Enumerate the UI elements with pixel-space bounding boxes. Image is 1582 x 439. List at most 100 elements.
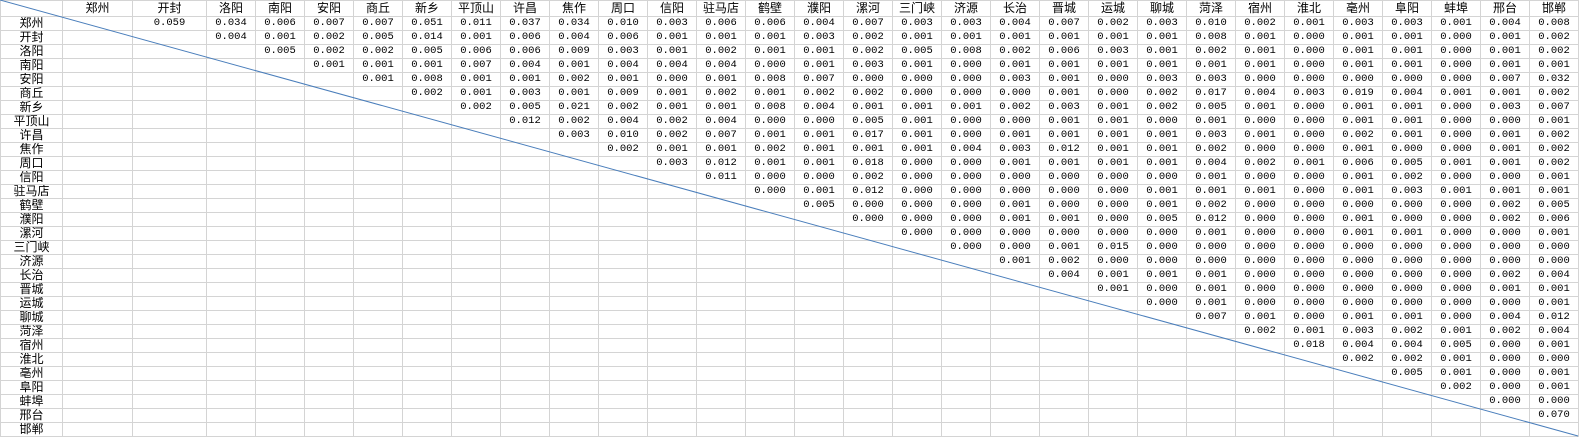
cell[interactable]: 0.001 — [892, 58, 942, 73]
cell[interactable] — [1186, 380, 1236, 395]
cell[interactable]: 0.000 — [892, 198, 942, 213]
cell[interactable]: 0.000 — [1480, 380, 1530, 395]
cell[interactable] — [549, 142, 599, 157]
cell[interactable]: 0.000 — [794, 114, 844, 129]
cell[interactable] — [206, 184, 256, 199]
cell[interactable]: 0.001 — [353, 58, 403, 73]
cell[interactable] — [255, 422, 305, 437]
cell[interactable]: 0.003 — [647, 16, 697, 31]
cell[interactable] — [451, 408, 501, 423]
cell[interactable] — [598, 352, 648, 367]
cell[interactable] — [941, 310, 991, 325]
row-header[interactable]: 邢台 — [0, 408, 63, 423]
cell[interactable] — [745, 226, 795, 241]
cell[interactable] — [255, 408, 305, 423]
cell[interactable] — [132, 380, 207, 395]
cell[interactable] — [990, 352, 1040, 367]
cell[interactable] — [304, 226, 354, 241]
cell[interactable] — [62, 380, 133, 395]
cell[interactable]: 0.001 — [1480, 142, 1530, 157]
cell[interactable]: 0.001 — [1382, 128, 1432, 143]
cell[interactable]: 0.001 — [1039, 58, 1089, 73]
column-header[interactable]: 驻马店 — [696, 0, 746, 17]
cell[interactable]: 0.000 — [1431, 128, 1481, 143]
cell[interactable]: 0.000 — [990, 170, 1040, 185]
cell[interactable]: 0.001 — [1137, 156, 1187, 171]
cell[interactable] — [255, 58, 305, 73]
cell[interactable]: 0.000 — [941, 226, 991, 241]
cell[interactable]: 0.000 — [1039, 170, 1089, 185]
cell[interactable]: 0.006 — [451, 44, 501, 59]
cell[interactable] — [402, 282, 452, 297]
cell[interactable]: 0.001 — [1039, 212, 1089, 227]
cell[interactable]: 0.001 — [1480, 128, 1530, 143]
cell[interactable] — [647, 408, 697, 423]
cell[interactable]: 0.000 — [1235, 254, 1285, 269]
cell[interactable]: 0.001 — [1284, 156, 1334, 171]
cell[interactable]: 0.012 — [1039, 142, 1089, 157]
column-header[interactable]: 运城 — [1088, 0, 1138, 17]
cell[interactable] — [255, 338, 305, 353]
cell[interactable] — [892, 338, 942, 353]
cell[interactable]: 0.000 — [745, 170, 795, 185]
cell[interactable] — [696, 324, 746, 339]
cell[interactable]: 0.001 — [1431, 16, 1481, 31]
cell[interactable] — [843, 352, 893, 367]
cell[interactable] — [1186, 338, 1236, 353]
cell[interactable]: 0.001 — [794, 44, 844, 59]
cell[interactable]: 0.001 — [1039, 156, 1089, 171]
cell[interactable]: 0.000 — [1431, 296, 1481, 311]
cell[interactable]: 0.007 — [794, 72, 844, 87]
cell[interactable]: 0.001 — [1088, 156, 1138, 171]
cell[interactable]: 0.000 — [1186, 254, 1236, 269]
cell[interactable] — [1088, 310, 1138, 325]
cell[interactable]: 0.000 — [1137, 170, 1187, 185]
cell[interactable]: 0.001 — [1088, 128, 1138, 143]
cell[interactable] — [696, 198, 746, 213]
cell[interactable] — [62, 114, 133, 129]
cell[interactable]: 0.000 — [1235, 282, 1285, 297]
row-header[interactable]: 郑州 — [0, 16, 63, 31]
cell[interactable]: 0.007 — [353, 16, 403, 31]
cell[interactable] — [353, 296, 403, 311]
cell[interactable]: 0.000 — [1235, 142, 1285, 157]
cell[interactable]: 0.000 — [1186, 240, 1236, 255]
cell[interactable] — [353, 352, 403, 367]
cell[interactable] — [647, 184, 697, 199]
cell[interactable]: 0.000 — [892, 72, 942, 87]
cell[interactable] — [353, 156, 403, 171]
cell[interactable]: 0.001 — [1186, 114, 1236, 129]
cell[interactable] — [62, 408, 133, 423]
cell[interactable]: 0.005 — [1137, 212, 1187, 227]
cell[interactable] — [62, 184, 133, 199]
cell[interactable] — [549, 352, 599, 367]
cell[interactable]: 0.004 — [990, 16, 1040, 31]
cell[interactable]: 0.002 — [451, 100, 501, 115]
cell[interactable]: 0.000 — [1039, 198, 1089, 213]
cell[interactable] — [402, 198, 452, 213]
cell[interactable]: 0.000 — [1333, 268, 1383, 283]
row-header[interactable]: 南阳 — [0, 58, 63, 73]
cell[interactable] — [132, 44, 207, 59]
cell[interactable] — [1235, 380, 1285, 395]
cell[interactable] — [1137, 310, 1187, 325]
column-header[interactable]: 周口 — [598, 0, 648, 17]
column-header[interactable]: 菏泽 — [1186, 0, 1236, 17]
cell[interactable]: 0.000 — [1284, 170, 1334, 185]
cell[interactable]: 0.000 — [1284, 114, 1334, 129]
cell[interactable]: 0.002 — [1186, 198, 1236, 213]
cell[interactable]: 0.000 — [1235, 296, 1285, 311]
cell[interactable]: 0.002 — [1529, 156, 1579, 171]
cell[interactable]: 0.001 — [1088, 58, 1138, 73]
cell[interactable]: 0.001 — [1137, 198, 1187, 213]
cell[interactable]: 0.001 — [1088, 100, 1138, 115]
cell[interactable] — [132, 296, 207, 311]
cell[interactable] — [451, 338, 501, 353]
cell[interactable] — [1480, 408, 1530, 423]
cell[interactable] — [62, 170, 133, 185]
cell[interactable]: 0.004 — [941, 142, 991, 157]
cell[interactable] — [941, 282, 991, 297]
cell[interactable] — [892, 296, 942, 311]
cell[interactable] — [402, 240, 452, 255]
cell[interactable]: 0.000 — [892, 212, 942, 227]
